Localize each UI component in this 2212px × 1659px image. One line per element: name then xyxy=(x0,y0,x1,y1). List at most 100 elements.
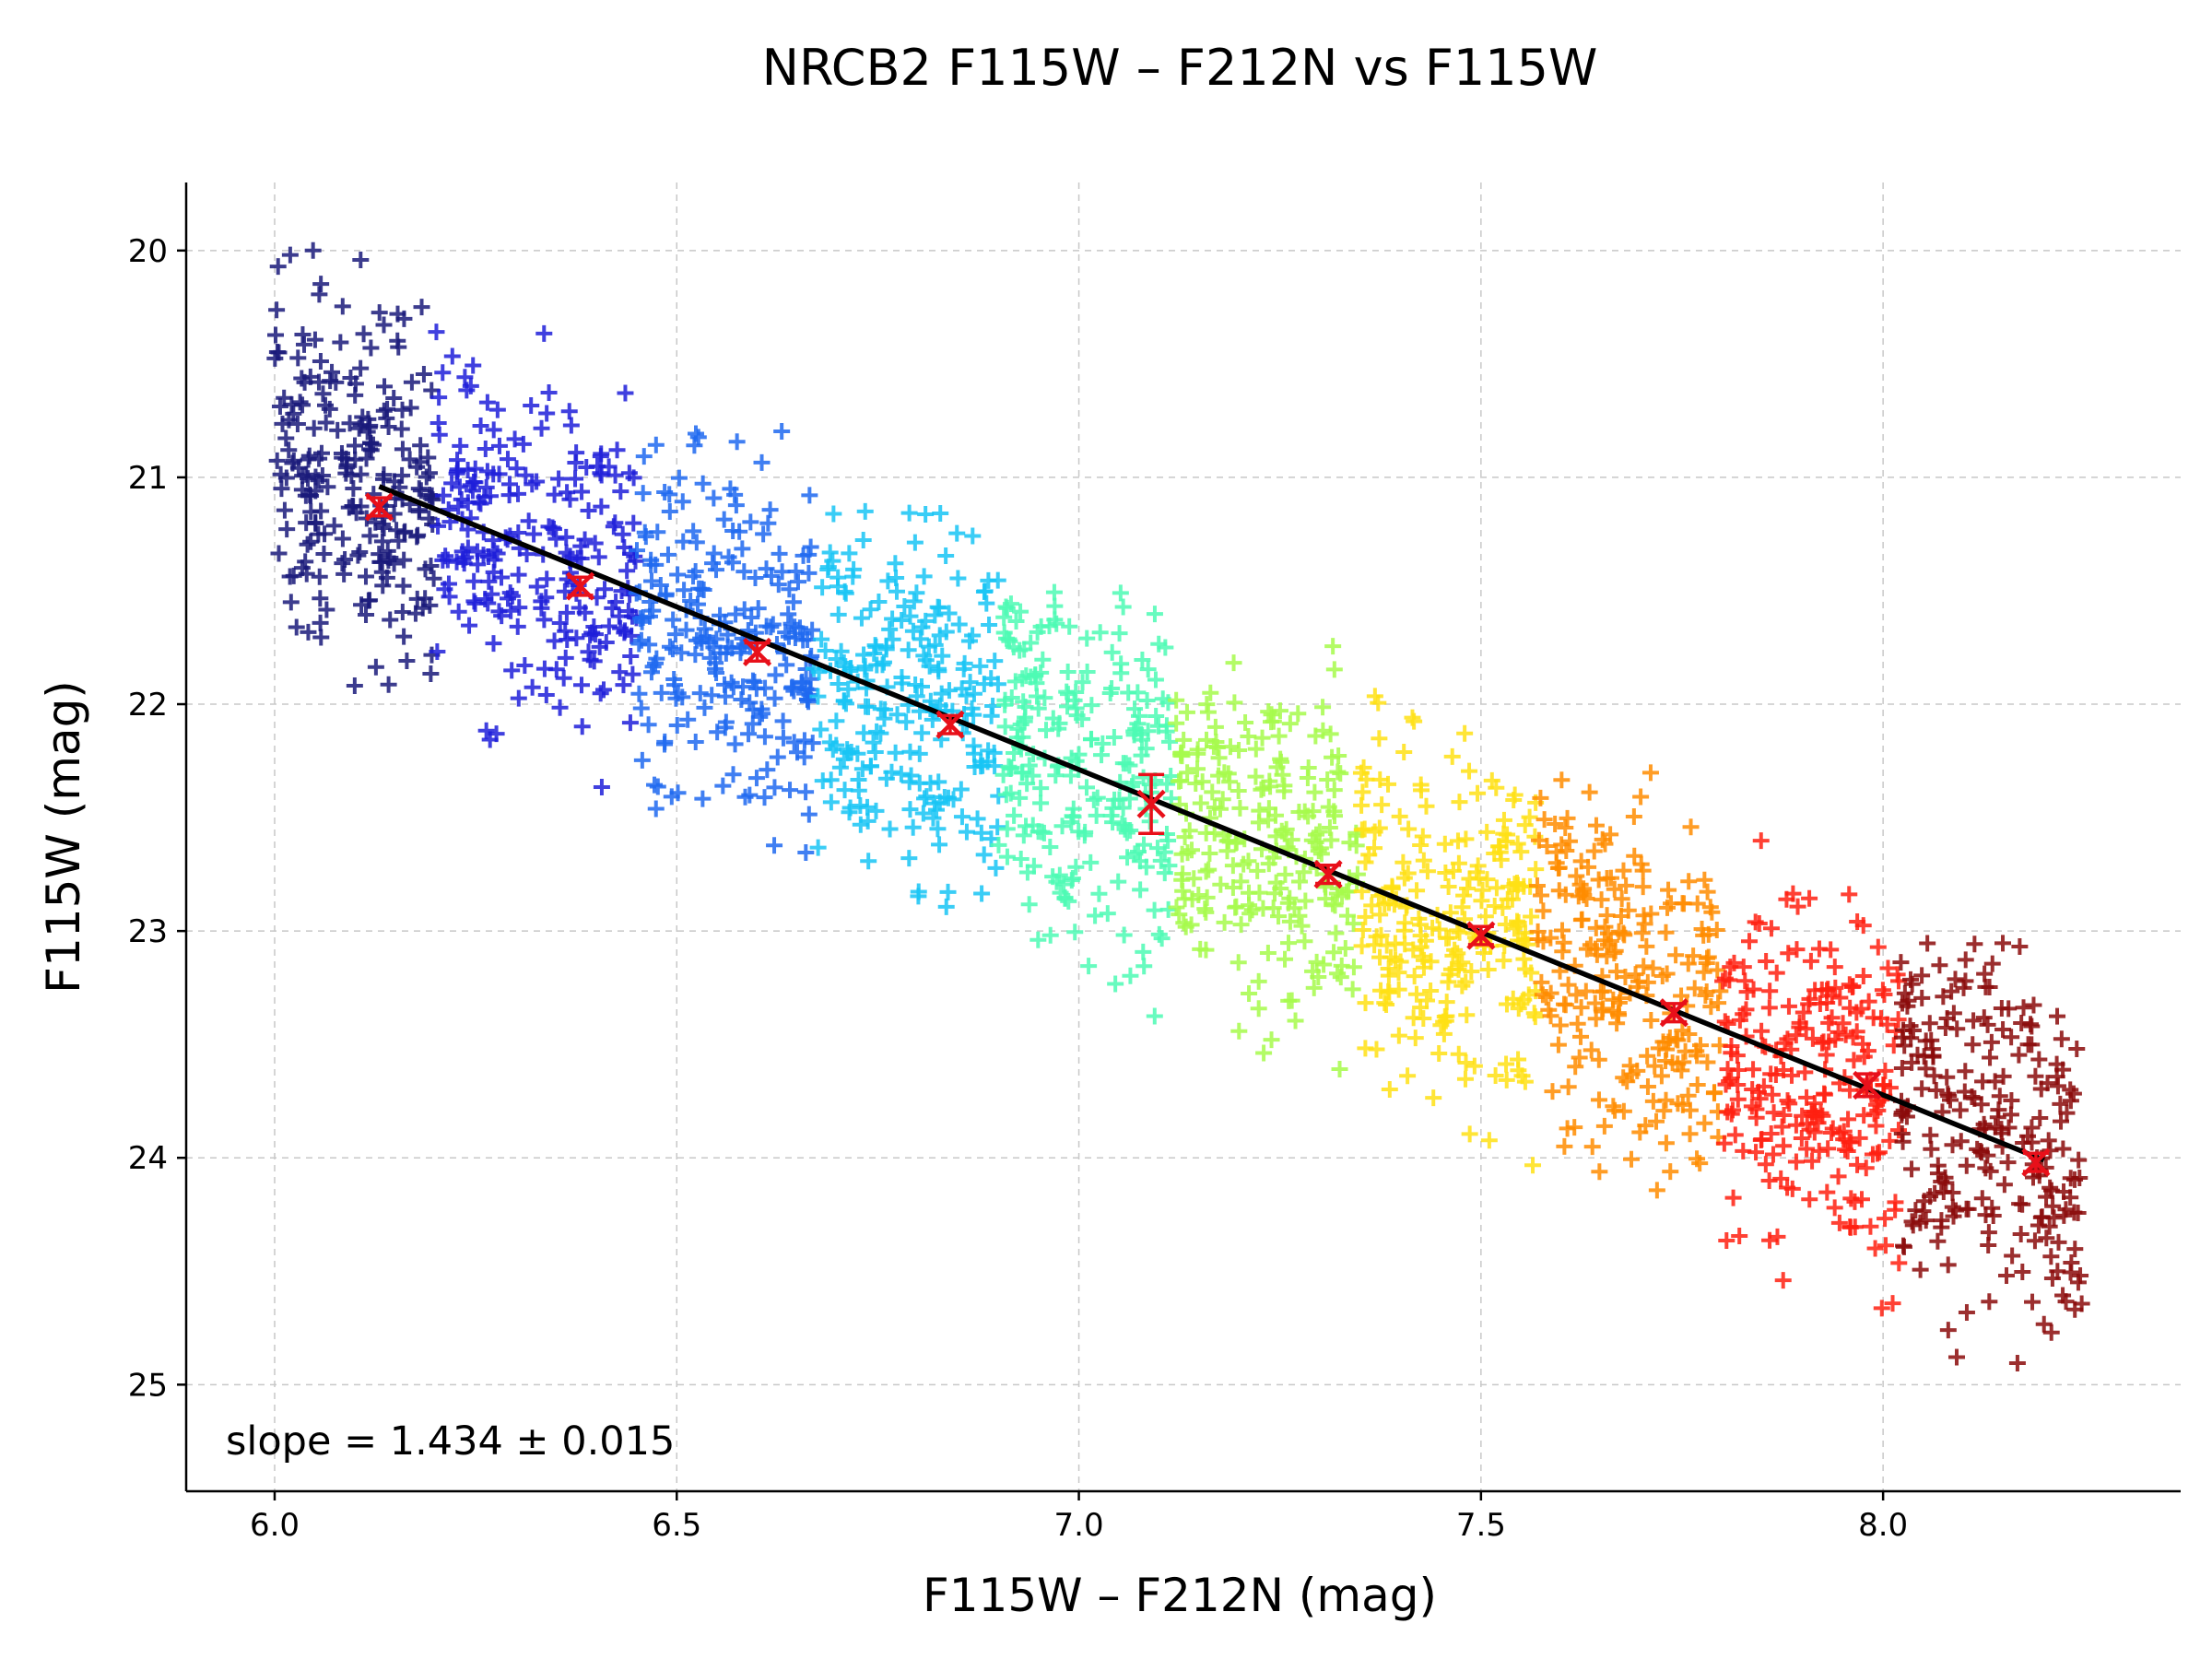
scatter-point xyxy=(434,487,452,504)
scatter-points xyxy=(266,241,2090,1372)
scatter-point xyxy=(1855,1107,1873,1124)
scatter-point xyxy=(1894,1133,1912,1150)
scatter-point xyxy=(1557,818,1574,836)
scatter-point xyxy=(888,706,906,724)
scatter-point xyxy=(1593,891,1610,909)
scatter-point xyxy=(415,365,432,382)
scatter-point xyxy=(2030,1051,2048,1068)
scatter-point xyxy=(741,786,759,804)
scatter-point xyxy=(621,714,639,732)
scatter-point xyxy=(1974,1073,1992,1090)
scatter-point xyxy=(406,605,424,622)
scatter-point xyxy=(510,689,527,707)
scatter-point xyxy=(1458,1006,1476,1024)
scatter-point xyxy=(778,656,795,674)
scatter-point xyxy=(715,511,733,528)
scatter-point xyxy=(1837,1026,1854,1043)
scatter-point xyxy=(465,357,482,374)
scatter-point xyxy=(376,378,394,395)
scatter-point xyxy=(425,570,442,587)
scatter-point xyxy=(466,594,484,612)
scatter-point xyxy=(1819,1140,1837,1158)
scatter-point xyxy=(1527,861,1545,878)
scatter-point xyxy=(1225,654,1242,672)
scatter-point xyxy=(2030,1217,2047,1234)
scatter-point xyxy=(898,713,915,731)
scatter-point xyxy=(550,470,568,488)
scatter-point xyxy=(1405,941,1422,959)
scatter-point xyxy=(674,493,691,511)
scatter-point xyxy=(1761,982,1779,1000)
scatter-point xyxy=(346,677,363,694)
scatter-point xyxy=(862,601,879,618)
scatter-point xyxy=(352,359,370,377)
scatter-point xyxy=(1115,926,1133,944)
scatter-point xyxy=(734,540,751,558)
scatter-point xyxy=(1831,989,1849,1006)
scatter-point xyxy=(1289,705,1307,723)
scatter-point xyxy=(747,570,764,587)
scatter-point xyxy=(937,898,955,915)
scatter-point xyxy=(1841,1218,1859,1235)
scatter-point xyxy=(1569,1015,1586,1032)
scatter-point xyxy=(1888,966,1906,983)
scatter-point xyxy=(1703,903,1721,921)
scatter-point xyxy=(1762,1124,1780,1142)
scatter-point xyxy=(1547,815,1564,832)
scatter-point xyxy=(437,547,454,565)
scatter-point xyxy=(1948,1348,1965,1366)
scatter-point xyxy=(1617,968,1634,985)
scatter-point xyxy=(850,782,867,799)
scatter-point xyxy=(1768,964,1785,982)
scatter-point xyxy=(1568,986,1585,1004)
scatter-point xyxy=(520,512,537,530)
scatter-point xyxy=(1479,960,1497,978)
scatter-point xyxy=(1747,1100,1765,1118)
scatter-point xyxy=(1250,972,1267,990)
scatter-point xyxy=(1854,967,1872,984)
scatter-point xyxy=(1615,862,1632,879)
scatter-point xyxy=(1063,814,1080,831)
scatter-point xyxy=(1855,1048,1873,1065)
scatter-point xyxy=(302,533,320,550)
scatter-point xyxy=(1510,1051,1527,1068)
scatter-point xyxy=(1924,1041,1941,1058)
scatter-point xyxy=(926,636,944,653)
scatter-point xyxy=(1981,979,1998,995)
scatter-point xyxy=(1958,1200,1975,1218)
scatter-point xyxy=(1587,817,1605,834)
scatter-point xyxy=(2014,1264,2031,1280)
scatter-point xyxy=(1787,1027,1805,1044)
scatter-point xyxy=(1657,1135,1675,1152)
x-tick-label: 7.0 xyxy=(1054,1507,1104,1544)
scatter-point xyxy=(1103,643,1121,661)
scatter-point xyxy=(1062,767,1079,784)
scatter-point xyxy=(1325,944,1343,961)
scatter-point xyxy=(1709,961,1726,979)
scatter-point xyxy=(1724,1189,1742,1206)
scatter-point xyxy=(610,607,628,625)
scatter-point xyxy=(403,373,420,391)
scatter-point xyxy=(592,685,609,702)
scatter-point xyxy=(703,687,721,704)
scatter-point xyxy=(1487,1067,1504,1084)
scatter-point xyxy=(795,748,813,766)
scatter-point xyxy=(1697,987,1714,1005)
scatter-point xyxy=(558,544,575,561)
scatter-point xyxy=(1903,1160,1921,1178)
scatter-point xyxy=(1237,714,1254,732)
scatter-point xyxy=(472,417,489,434)
scatter-point xyxy=(1453,954,1471,971)
scatter-point xyxy=(1981,1293,1998,1311)
scatter-point xyxy=(1729,1090,1747,1108)
scatter-point xyxy=(486,542,503,559)
scatter-point xyxy=(1857,1159,1875,1177)
scatter-point xyxy=(1312,840,1329,857)
scatter-point xyxy=(786,618,804,636)
scatter-point xyxy=(394,401,411,418)
scatter-point xyxy=(493,569,511,586)
scatter-point xyxy=(1813,981,1830,998)
scatter-point xyxy=(1182,916,1200,934)
scatter-point xyxy=(653,684,670,701)
scatter-point xyxy=(1146,901,1163,919)
